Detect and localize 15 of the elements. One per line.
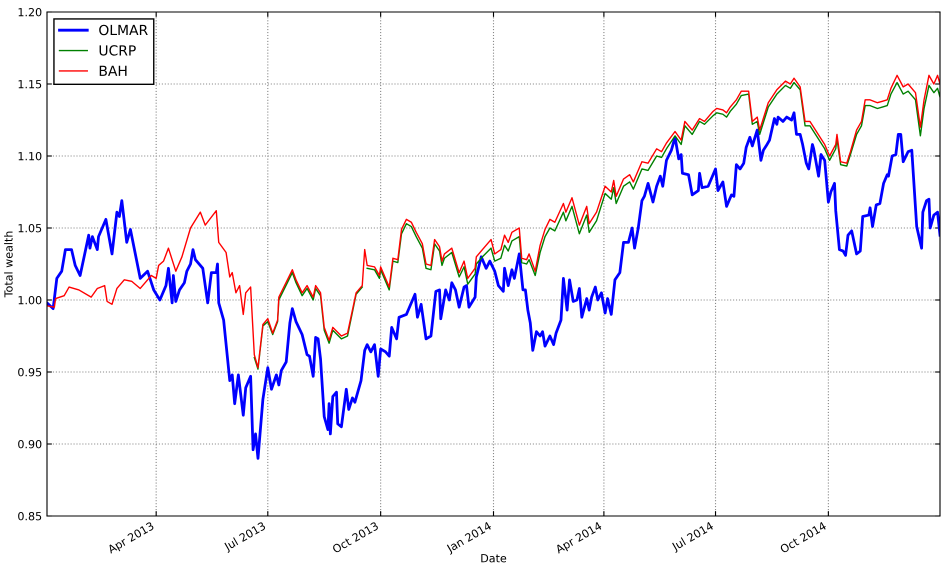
y-tick-label: 0.95 bbox=[18, 368, 42, 376]
x-axis-title: Date bbox=[481, 554, 506, 562]
y-tick-label: 0.90 bbox=[18, 440, 42, 448]
legend-label: OLMAR bbox=[99, 24, 148, 36]
line-series bbox=[47, 111, 940, 460]
legend-label: UCRP bbox=[100, 45, 136, 56]
y-tick-label: 1.00 bbox=[18, 296, 42, 304]
y-tick-label: 1.05 bbox=[18, 224, 42, 232]
y-tick-label: 1.10 bbox=[18, 152, 42, 160]
y-tick-label: 1.20 bbox=[18, 8, 42, 16]
y-axis-title: Total wealth bbox=[4, 232, 13, 298]
legend-label: BAH bbox=[100, 66, 126, 76]
line-series bbox=[47, 74, 940, 368]
y-tick-label: 1.15 bbox=[18, 80, 42, 88]
y-tick-label: 0.85 bbox=[18, 512, 42, 520]
